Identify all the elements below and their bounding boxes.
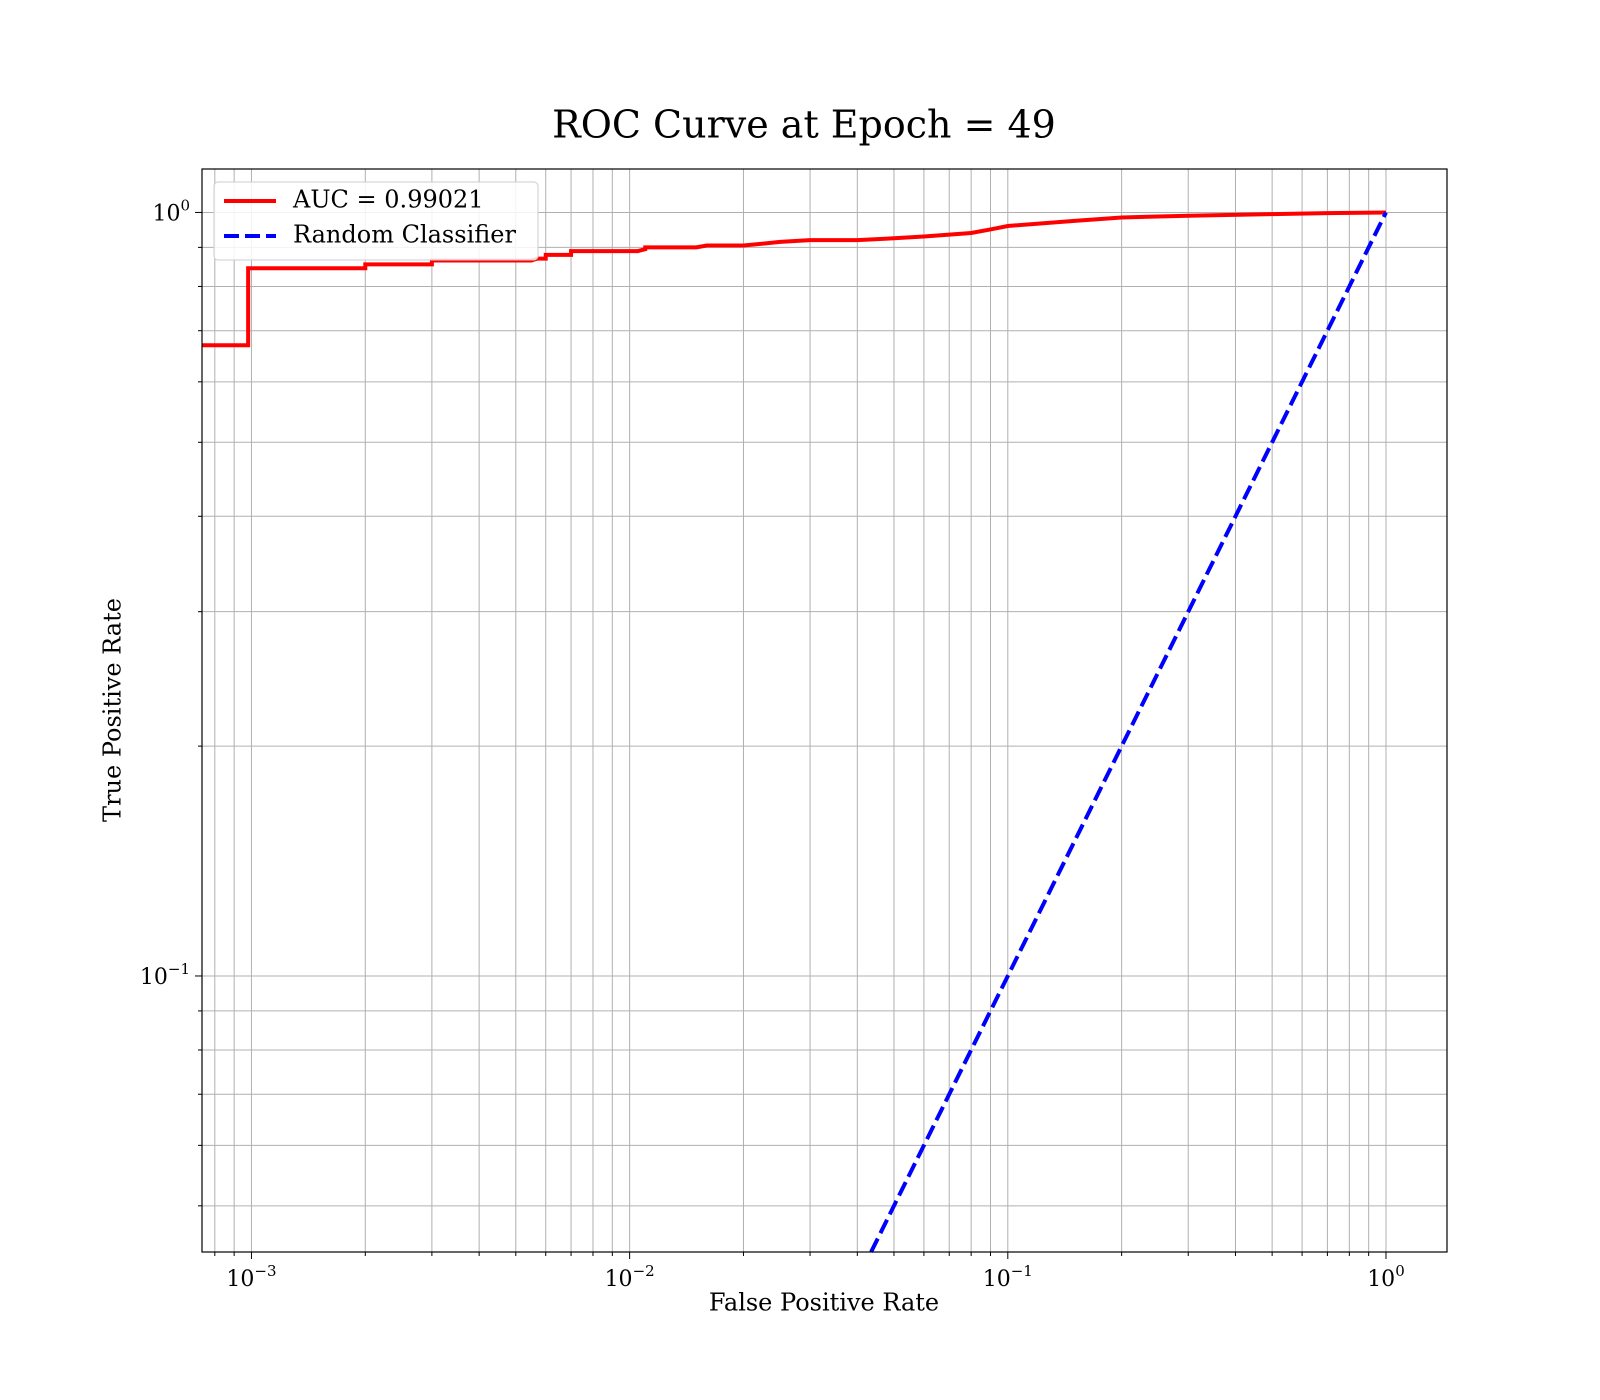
- plot-frame: [201, 168, 1448, 1253]
- roc-curve-line: [202, 210, 1386, 348]
- y-tick-label: 10−1: [140, 960, 190, 990]
- x-tick-label: 100: [1367, 1262, 1405, 1292]
- axis-ticks: 10−3 10−2 10−1 100 10−1 100: [140, 196, 1405, 1292]
- x-axis-label: False Positive Rate: [709, 1289, 939, 1317]
- y-tick-label: 100: [152, 196, 190, 226]
- legend: AUC = 0.99021 Random Classifier: [213, 181, 539, 261]
- chart-title: ROC Curve at Epoch = 49: [552, 103, 1056, 147]
- x-tick-label: 10−3: [226, 1262, 276, 1292]
- y-axis-label: True Positive Rate: [99, 598, 127, 822]
- legend-box: [213, 181, 539, 261]
- random-classifier-line: [869, 211, 1388, 1253]
- x-tick-label: 10−1: [983, 1262, 1033, 1292]
- legend-label-random: Random Classifier: [293, 221, 516, 249]
- grid-lines: [202, 169, 1447, 1252]
- legend-label-auc: AUC = 0.99021: [292, 186, 484, 214]
- x-tick-label: 10−2: [605, 1262, 655, 1292]
- series-lines: [202, 210, 1388, 1253]
